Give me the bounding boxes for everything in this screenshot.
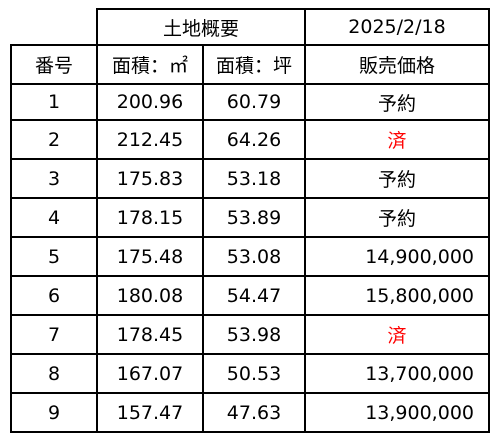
title-row: 土地概要 2025/2/18 [11, 8, 490, 46]
area-tsubo-cell: 53.98 [202, 314, 306, 355]
row-number-cell: 2 [10, 119, 98, 160]
area-tsubo-cell: 54.47 [202, 275, 306, 316]
table-row: 7 178.45 53.98 済 [10, 314, 490, 355]
price-cell: 予約 [304, 83, 490, 121]
area-tsubo-cell: 47.63 [202, 392, 306, 433]
area-tsubo-cell: 53.89 [202, 197, 306, 238]
land-overview-table: 土地概要 2025/2/18 番号 面積：㎡ 面積：坪 販売価格 1 200.96… [10, 8, 490, 433]
area-m2-cell: 178.15 [96, 197, 204, 238]
area-m2-cell: 178.45 [96, 314, 204, 355]
area-m2-cell: 200.96 [96, 83, 204, 121]
table-row: 4 178.15 53.89 予約 [10, 197, 490, 238]
corner-blank-cell [11, 9, 98, 46]
area-m2-cell: 212.45 [96, 119, 204, 160]
price-cell: 予約 [304, 158, 490, 199]
table-row: 2 212.45 64.26 済 [10, 119, 490, 160]
table-row: 5 175.48 53.08 14,900,000 [10, 236, 490, 277]
area-m2-cell: 167.07 [96, 353, 204, 394]
row-number-cell: 3 [10, 158, 98, 199]
price-cell: 13,900,000 [304, 392, 490, 433]
area-tsubo-cell: 53.08 [202, 236, 306, 277]
area-m2-cell: 175.48 [96, 236, 204, 277]
area-tsubo-cell: 53.18 [202, 158, 306, 199]
row-number-cell: 5 [10, 236, 98, 277]
table-row: 1 200.96 60.79 予約 [10, 83, 490, 121]
price-cell: 14,900,000 [304, 236, 490, 277]
area-tsubo-cell: 64.26 [202, 119, 306, 160]
price-cell: 済 [304, 119, 490, 160]
column-header-price: 販売価格 [304, 44, 490, 85]
row-number-cell: 4 [10, 197, 98, 238]
area-m2-cell: 175.83 [96, 158, 204, 199]
price-cell: 15,800,000 [304, 275, 490, 316]
date-cell: 2025/2/18 [304, 8, 490, 46]
table-row: 8 167.07 50.53 13,700,000 [10, 353, 490, 394]
price-cell: 13,700,000 [304, 353, 490, 394]
table-row: 3 175.83 53.18 予約 [10, 158, 490, 199]
column-header-number: 番号 [10, 44, 98, 85]
area-tsubo-cell: 60.79 [202, 83, 306, 121]
column-header-row: 番号 面積：㎡ 面積：坪 販売価格 [10, 44, 490, 85]
price-cell: 済 [304, 314, 490, 355]
table-row: 9 157.47 47.63 13,900,000 [10, 392, 490, 433]
area-m2-cell: 180.08 [96, 275, 204, 316]
area-m2-cell: 157.47 [96, 392, 204, 433]
column-header-area-m2: 面積：㎡ [96, 44, 204, 85]
column-header-area-tsubo: 面積：坪 [202, 44, 306, 85]
price-cell: 予約 [304, 197, 490, 238]
section-title: 土地概要 [96, 8, 306, 46]
table-row: 6 180.08 54.47 15,800,000 [10, 275, 490, 316]
row-number-cell: 1 [10, 83, 98, 121]
row-number-cell: 9 [10, 392, 98, 433]
row-number-cell: 6 [10, 275, 98, 316]
table-body: 1 200.96 60.79 予約 2 212.45 64.26 済 3 175.83 53.18 予… [10, 83, 490, 433]
row-number-cell: 7 [10, 314, 98, 355]
area-tsubo-cell: 50.53 [202, 353, 306, 394]
row-number-cell: 8 [10, 353, 98, 394]
